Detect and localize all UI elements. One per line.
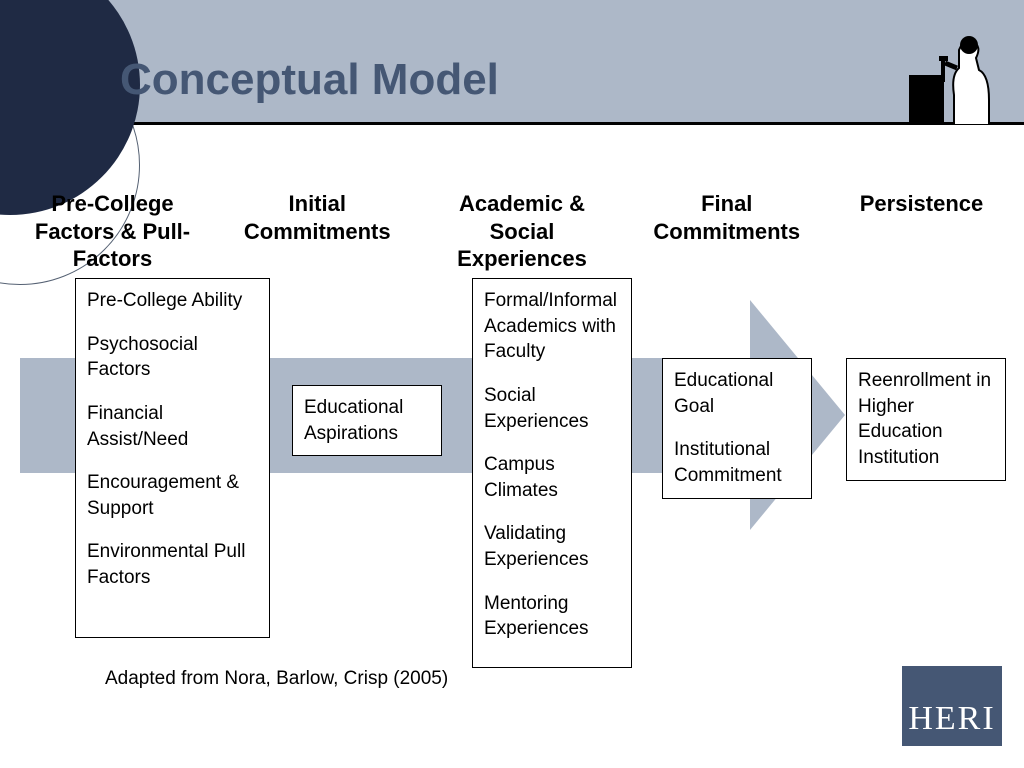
slide-title: Conceptual Model (120, 55, 499, 105)
col-head-academic: Academic & Social Experiences (440, 190, 605, 273)
box-item: Reenrollment in Higher Education Institu… (858, 368, 994, 471)
box-precollege: Pre-College Ability Psychosocial Factors F… (75, 278, 270, 638)
box-item: Encouragement & Support (87, 470, 258, 521)
box-academic: Formal/Informal Academics with Faculty So… (472, 278, 632, 668)
box-item: Educational Goal (674, 368, 800, 419)
heri-logo: HERI (902, 666, 1002, 746)
box-persist: Reenrollment in Higher Education Institu… (846, 358, 1006, 481)
footnote-citation: Adapted from Nora, Barlow, Crisp (2005) (105, 668, 448, 690)
box-item: Mentoring Experiences (484, 591, 620, 642)
box-item: Educational Aspirations (304, 395, 430, 446)
box-item: Psychosocial Factors (87, 332, 258, 383)
col-head-initial: Initial Commitments (232, 190, 402, 273)
box-item: Social Experiences (484, 383, 620, 434)
box-item: Institutional Commitment (674, 437, 800, 488)
col-head-precollege: Pre-College Factors & Pull-Factors (30, 190, 195, 273)
box-item: Validating Experiences (484, 521, 620, 572)
box-item: Formal/Informal Academics with Faculty (484, 288, 620, 365)
scientist-icon (909, 20, 1009, 125)
box-item: Pre-College Ability (87, 288, 258, 314)
column-headers-row: Pre-College Factors & Pull-Factors Initi… (0, 190, 1024, 273)
heri-logo-text: HERI (908, 700, 995, 738)
box-item: Environmental Pull Factors (87, 539, 258, 590)
col-head-final: Final Commitments (642, 190, 812, 273)
box-item: Financial Assist/Need (87, 401, 258, 452)
box-item: Campus Climates (484, 452, 620, 503)
box-initial: Educational Aspirations (292, 385, 442, 456)
box-final: Educational Goal Institutional Commitment (662, 358, 812, 499)
col-head-persist: Persistence (849, 190, 994, 273)
